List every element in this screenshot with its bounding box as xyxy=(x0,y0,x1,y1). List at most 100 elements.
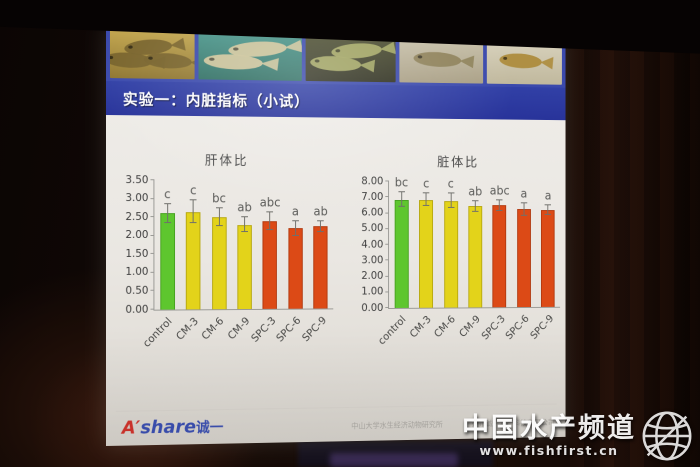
plot: 8.00 7.00 6.00 5.00 4.00 3.00 2.00 1.00 0.00 bc c… xyxy=(354,175,561,314)
y-tick-label: 0.00 xyxy=(125,303,149,316)
bar-CM-3 xyxy=(185,211,201,310)
plot-area: bc c c ab abc a a xyxy=(385,176,561,309)
error-bar xyxy=(244,217,246,233)
error-bar-cap-bottom xyxy=(292,234,299,236)
y-tick-label: 0.50 xyxy=(125,284,149,297)
error-bar-cap-bottom xyxy=(241,231,248,233)
error-bar-cap-bottom xyxy=(422,205,430,207)
fish-icon xyxy=(412,50,475,69)
bar-SPC-6 xyxy=(517,209,531,308)
y-tick-mark xyxy=(385,259,390,261)
y-tick-label: 1.00 xyxy=(125,266,149,279)
bar-SPC-9 xyxy=(541,210,555,307)
plot: 3.50 3.00 2.50 2.00 1.50 1.00 0.50 0.00 c c bc ab a… xyxy=(118,174,334,316)
y-tick-label: 1.50 xyxy=(125,247,149,260)
logo-share: share xyxy=(140,416,196,439)
y-tick-mark xyxy=(150,271,155,273)
affiliation-left: 中山大学水生经济动物研究所 xyxy=(351,419,443,431)
logo-a: A′ xyxy=(121,417,141,439)
error-bar xyxy=(450,193,452,208)
sig-letter: ab xyxy=(313,204,328,219)
y-axis: 3.50 3.00 2.50 2.00 1.50 1.00 0.50 0.00 xyxy=(118,174,154,316)
error-bar-cap-top xyxy=(163,203,171,205)
y-tick-label: 2.00 xyxy=(361,270,384,282)
bar-control xyxy=(394,199,409,308)
y-tick-mark xyxy=(385,212,390,214)
error-bar-cap-bottom xyxy=(163,221,171,223)
y-tick-mark xyxy=(150,179,155,181)
error-bar-cap-top xyxy=(447,192,455,194)
sig-letter: a xyxy=(544,189,552,203)
error-bar xyxy=(294,221,296,236)
error-bar-cap-bottom xyxy=(544,214,552,216)
y-tick-mark xyxy=(385,227,390,229)
y-tick-label: 4.00 xyxy=(361,238,384,251)
error-bar-cap-bottom xyxy=(266,229,274,231)
y-tick-label: 6.00 xyxy=(361,206,384,219)
room-curtain-shadow xyxy=(570,0,700,467)
projector-slide: 实验一：内脏指标（小试） 肝体比 3.50 3.00 2.50 2.00 1.50 1.0… xyxy=(106,24,566,446)
error-bar-cap-bottom xyxy=(189,221,197,223)
fish-icon xyxy=(309,41,396,73)
y-tick-mark xyxy=(150,308,155,310)
y-tick-mark xyxy=(385,196,390,198)
error-bar-cap-bottom xyxy=(496,210,503,211)
error-bar-cap-top xyxy=(544,204,552,206)
error-bar-cap-bottom xyxy=(398,205,405,207)
error-bar xyxy=(166,204,168,223)
y-tick-label: 3.00 xyxy=(125,192,149,205)
bar-CM-6 xyxy=(211,217,227,310)
error-bar xyxy=(192,200,194,223)
y-tick-mark xyxy=(150,290,155,292)
x-axis-labels: control CM-3 CM-6 CM-9 SPC-3 SPC-6 SPC-9 xyxy=(141,309,333,356)
globe-icon xyxy=(642,411,692,461)
error-bar-cap-bottom xyxy=(520,214,528,216)
watermark-text: 中国水产频道 www.fishfirst.cn xyxy=(462,412,636,458)
y-tick-mark xyxy=(385,291,390,293)
error-bar-cap-top xyxy=(215,207,223,209)
error-bar-cap-top xyxy=(241,216,248,218)
error-bar-cap-bottom xyxy=(317,231,325,233)
fish-photo-1 xyxy=(109,30,195,80)
ashare-logo: A′share诚一 xyxy=(121,416,224,439)
logo-chinese: 诚一 xyxy=(195,419,224,437)
y-tick-mark xyxy=(385,243,390,245)
fish-photo-4 xyxy=(399,35,484,84)
error-bar-cap-top xyxy=(266,210,274,212)
error-bar-cap-top xyxy=(317,220,325,222)
error-bar-cap-bottom xyxy=(215,225,223,227)
fish-photo-3 xyxy=(306,33,396,83)
fish-icon xyxy=(109,37,195,70)
bar-CM-9 xyxy=(237,224,252,310)
fish-photo-strip xyxy=(106,27,566,88)
bar-CM-9 xyxy=(468,206,483,308)
error-bar-cap-bottom xyxy=(447,206,455,208)
error-bar-cap-top xyxy=(292,220,299,222)
error-bar-cap-top xyxy=(520,202,528,204)
y-tick-label: 1.00 xyxy=(361,285,384,298)
slide-title: 实验一：内脏指标（小试） xyxy=(122,89,310,110)
y-tick-mark xyxy=(150,216,155,218)
bar-SPC-9 xyxy=(313,226,328,309)
y-tick-label: 5.00 xyxy=(361,222,384,235)
y-tick-label: 7.00 xyxy=(361,190,384,203)
error-bar-cap-top xyxy=(496,199,503,201)
error-bar-cap-top xyxy=(472,199,479,201)
chart-viscera-body-ratio: 脏体比 8.00 7.00 6.00 5.00 4.00 3.00 2.00 1.00 0.00… xyxy=(354,151,561,354)
watermark-title: 中国水产频道 xyxy=(462,412,636,444)
laptop-screen-glow xyxy=(330,453,458,467)
bar-SPC-6 xyxy=(288,228,303,309)
plot-area: c c bc ab abc a ab xyxy=(150,179,334,311)
watermark: 中国水产频道 www.fishfirst.cn xyxy=(462,407,696,465)
y-tick-label: 0.00 xyxy=(361,301,384,314)
error-bar xyxy=(400,192,402,207)
y-tick-label: 3.50 xyxy=(125,173,149,186)
fish-icon xyxy=(202,39,303,71)
chart-title: 脏体比 xyxy=(437,155,479,171)
bar-control xyxy=(160,213,175,310)
slide-title-banner: 实验一：内脏指标（小试） xyxy=(106,81,566,121)
y-tick-label: 8.00 xyxy=(361,174,384,187)
